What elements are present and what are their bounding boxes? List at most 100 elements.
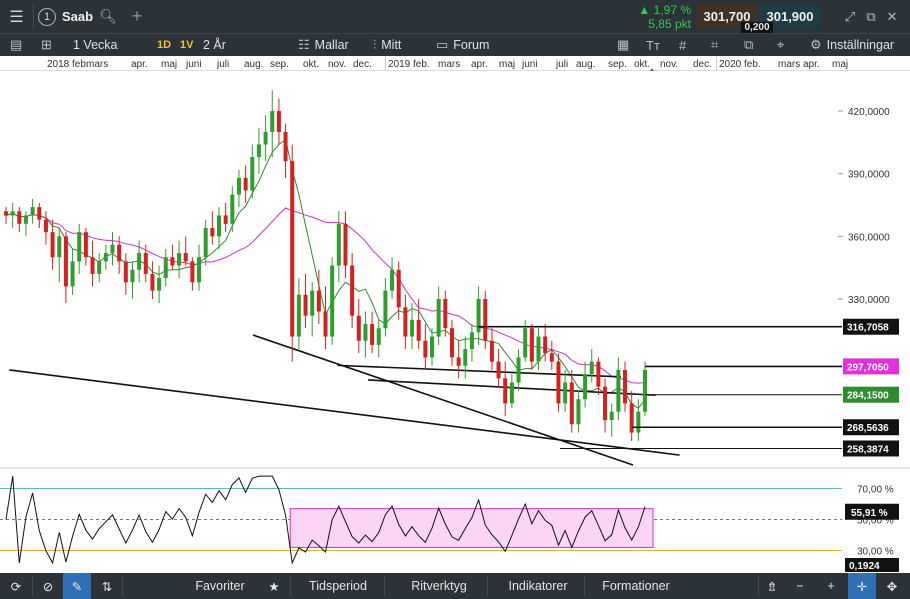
- pencil-icon[interactable]: ✎: [63, 573, 91, 599]
- templates-button[interactable]: ☷ Mallar: [298, 34, 349, 56]
- candle-body: [130, 269, 135, 283]
- zoom-out-icon[interactable]: −: [796, 579, 804, 593]
- range-dropdown[interactable]: 2 År: [203, 34, 226, 56]
- list-icon[interactable]: ▤: [10, 37, 23, 52]
- date-axis-labels: 2018 feb.mars apr. maj juni juli aug. sep. okt.…: [47, 59, 848, 70]
- candle-body: [137, 253, 142, 270]
- candle-body: [143, 253, 148, 274]
- crosshair-grid-icon[interactable]: ⌗: [711, 37, 719, 52]
- candle-body: [636, 411, 641, 433]
- candle-body: [23, 215, 28, 224]
- forum-button[interactable]: ▭ Forum: [436, 34, 489, 56]
- interval-dropdown[interactable]: 1 Vecka: [73, 34, 117, 56]
- candle-body: [370, 324, 375, 345]
- chart-toolbar: ▤ ⊞ 1 Vecka 1D 1V 2 År ☷ Mallar ⫶ Mitt ▭ Fo…: [0, 33, 910, 56]
- spread-value: 0,200: [741, 22, 773, 33]
- popout-icon[interactable]: ⧉: [866, 8, 876, 24]
- indicators-button[interactable]: Indikatorer: [508, 579, 568, 593]
- range-label: 2 År: [203, 38, 226, 52]
- candle-body: [336, 223, 341, 266]
- crosshair-tool-icon[interactable]: ✛: [848, 573, 876, 599]
- candle-body: [223, 215, 228, 224]
- date-tick-label: mars: [438, 59, 460, 70]
- favorites-button[interactable]: Favoriter: [195, 579, 245, 593]
- expand-icon[interactable]: ⤢: [844, 8, 856, 24]
- rsi-tick-label: 70,00 %: [857, 485, 894, 496]
- bid-price[interactable]: 301,700: [697, 4, 757, 29]
- compare-icon[interactable]: ⧉: [744, 37, 754, 52]
- settings-button[interactable]: ⚙ Inställningar: [810, 34, 894, 56]
- candle-body: [57, 236, 62, 258]
- candle-body: [157, 278, 162, 291]
- crosshair-icon[interactable]: ⌖: [777, 37, 785, 52]
- candle-body: [563, 382, 568, 404]
- candle-body: [4, 211, 8, 216]
- candle-body: [177, 253, 182, 266]
- candle-body: [270, 111, 275, 132]
- date-tick-label: mars: [86, 59, 108, 70]
- candle-body: [263, 131, 268, 145]
- price-chart[interactable]: 420,0000 390,0000 360,0000 330,0000 316,7058…: [0, 71, 910, 573]
- candle-body: [476, 298, 481, 333]
- fit-icon[interactable]: ⇯: [766, 579, 778, 594]
- templates-icon: ☷: [298, 37, 310, 52]
- trend-line: [252, 334, 634, 466]
- search-icon[interactable]: 🔍︎: [99, 8, 117, 24]
- candle-body: [37, 207, 42, 220]
- divider: [32, 576, 33, 596]
- candle-body: [643, 369, 647, 412]
- rsi-current-box: [845, 503, 899, 520]
- star-icon[interactable]: ★: [268, 579, 280, 594]
- candle-body: [609, 411, 614, 421]
- candle-body: [363, 324, 368, 341]
- forum-label: Forum: [453, 38, 490, 52]
- mine-button[interactable]: ⫶ Mitt: [373, 34, 401, 56]
- interval-1d-button[interactable]: 1D: [157, 39, 172, 51]
- sort-arrows-icon[interactable]: ⇅: [101, 579, 113, 594]
- price-label-text: 258,3874: [847, 444, 889, 455]
- price-label-text: 284,1500: [847, 391, 889, 402]
- text-tool-icon[interactable]: Tт: [646, 37, 660, 53]
- price-label-text: 297,7050: [847, 362, 889, 373]
- price-label-box: [843, 419, 899, 436]
- candle-body: [50, 232, 55, 258]
- candle-body: [376, 328, 381, 345]
- calendar-icon[interactable]: ▦: [617, 37, 630, 52]
- candle-body: [616, 369, 621, 412]
- interval-1v-button[interactable]: 1V: [180, 39, 194, 51]
- candle-body: [463, 349, 468, 366]
- price-label-box: [843, 386, 899, 403]
- formations-button[interactable]: Formationer: [602, 579, 670, 593]
- date-tick-label: aug.: [244, 59, 263, 70]
- candle-body: [103, 253, 108, 262]
- date-tick-label: nov.: [660, 59, 678, 70]
- date-tick-label: maj: [499, 59, 515, 70]
- candle-body: [469, 332, 474, 350]
- pan-icon[interactable]: ✥: [886, 579, 898, 594]
- divider: [758, 576, 759, 596]
- period-button[interactable]: Tidsperiod: [309, 579, 367, 593]
- candle-body: [523, 328, 528, 358]
- trend-line: [9, 369, 680, 456]
- drawing-tools-button[interactable]: Ritverktyg: [411, 579, 467, 593]
- candle-body: [303, 294, 308, 316]
- layout-icon[interactable]: ⊞: [41, 37, 52, 52]
- grid-icon[interactable]: #: [679, 37, 687, 53]
- zoom-in-icon[interactable]: +: [827, 579, 835, 593]
- candle-body: [516, 357, 521, 383]
- close-icon[interactable]: ✕: [886, 8, 898, 24]
- date-axis: 2018 feb. mars apr. maj juni juli aug. sep. okt.…: [0, 56, 910, 71]
- block-icon[interactable]: ⊘: [42, 579, 54, 594]
- refresh-icon[interactable]: ⟳: [10, 579, 22, 594]
- add-tab-button[interactable]: +: [131, 6, 143, 26]
- price-change: ▲ 1,97 % 5,85 pkt: [633, 0, 691, 33]
- date-tick-label: nov.: [328, 59, 346, 70]
- mine-label: Mitt: [381, 38, 402, 52]
- divider: [290, 576, 291, 596]
- candle-body: [489, 340, 494, 362]
- candle-body: [343, 223, 348, 266]
- hamburger-icon[interactable]: ☰: [9, 8, 24, 26]
- date-tick-label: 2019 feb.: [388, 59, 430, 70]
- candle-body: [496, 361, 501, 379]
- instrument-selector[interactable]: 1 Saab 🔍︎: [38, 0, 124, 33]
